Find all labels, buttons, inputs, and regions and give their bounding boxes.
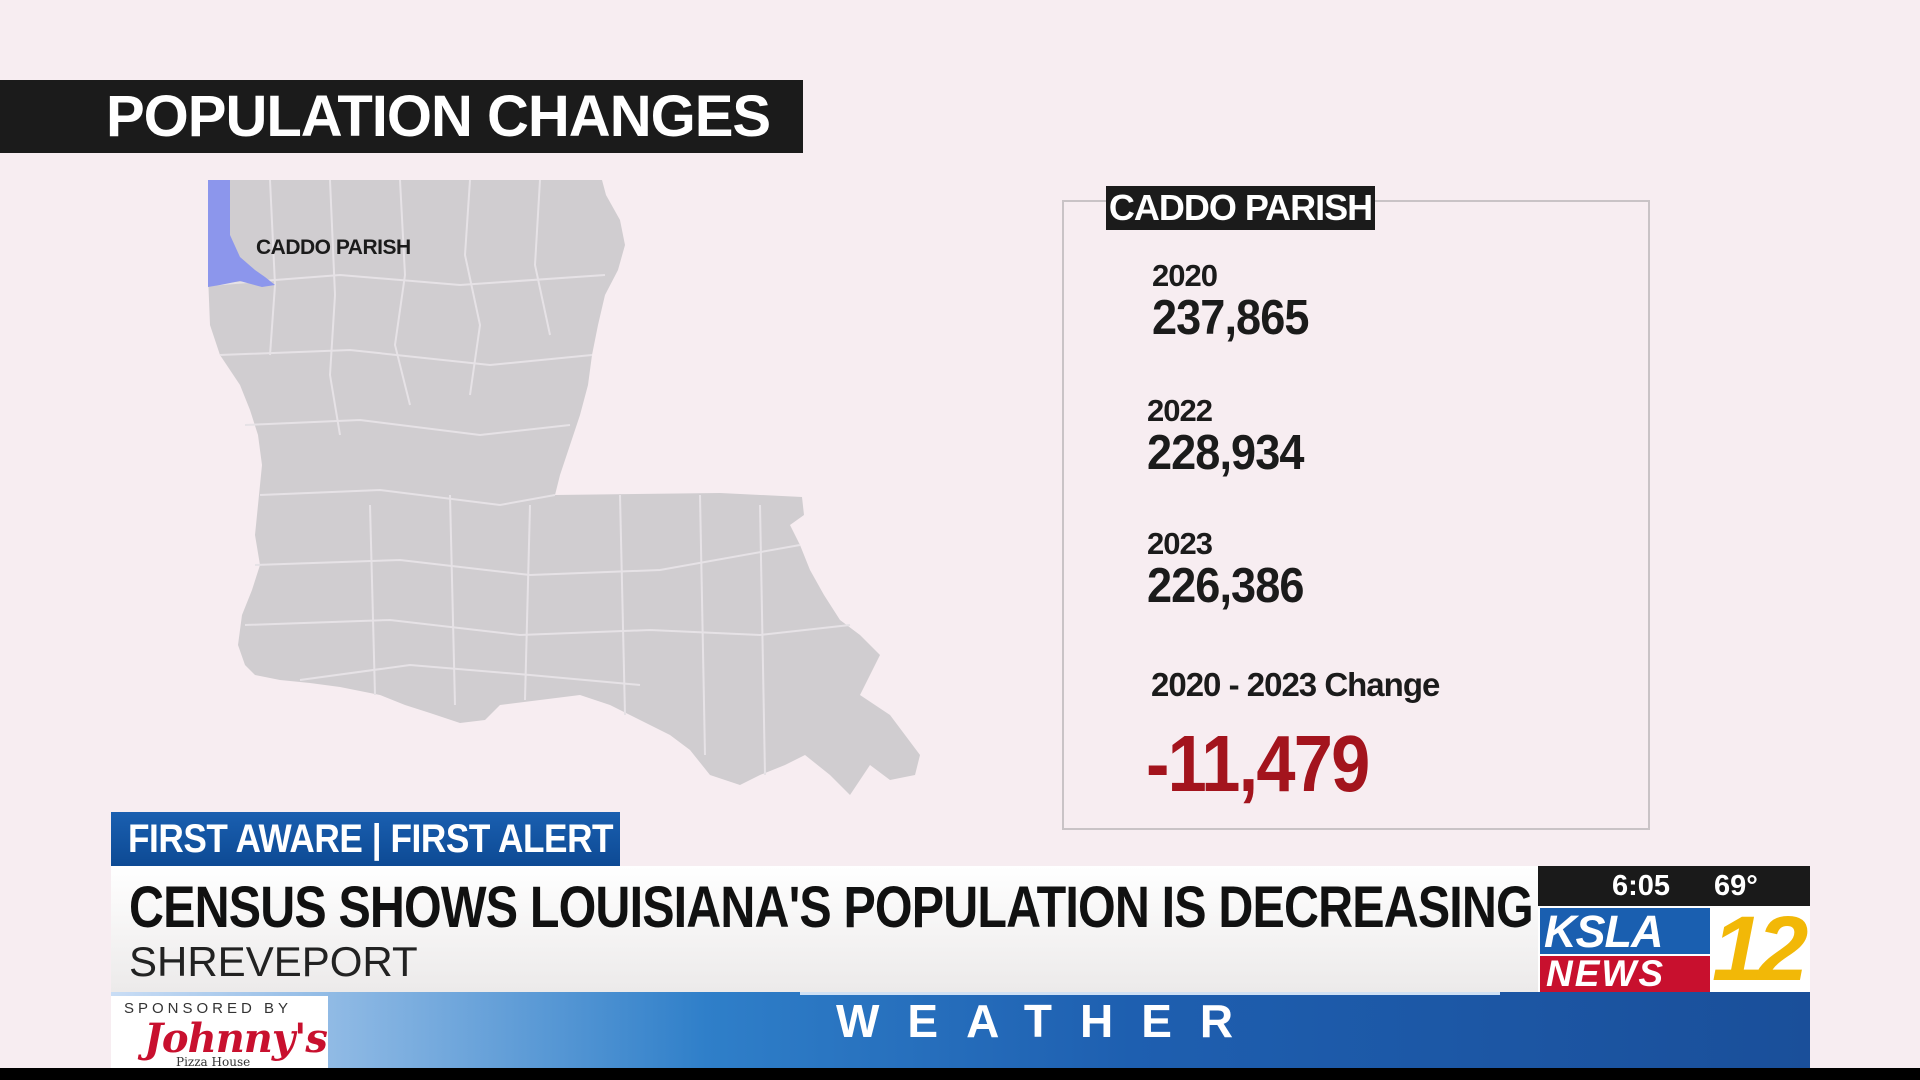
ticker-label-weather: WEATHER [836, 995, 1262, 1047]
change-value: -11,479 [1146, 719, 1370, 808]
headline: CENSUS SHOWS LOUISIANA'S POPULATION IS D… [129, 875, 1534, 940]
station-logo-ksla: KSLA [1540, 906, 1710, 957]
parish-boundaries [209, 179, 851, 776]
sponsor-logo: Johnny's [144, 1015, 328, 1062]
bottom-strip [0, 1068, 1920, 1080]
headline-box: CENSUS SHOWS LOUISIANA'S POPULATION IS D… [111, 866, 1539, 992]
title-banner: POPULATION CHANGES [0, 80, 803, 153]
logo-text-news: NEWS [1546, 953, 1665, 994]
change-label: 2020 - 2023 Change [1151, 666, 1440, 703]
ticker-divider [800, 992, 1500, 995]
stat-value-2020: 237,865 [1152, 291, 1309, 345]
alert-tag-text: FIRST AWARE | FIRST ALERT [128, 817, 614, 861]
page-title: POPULATION CHANGES [106, 84, 771, 149]
sponsored-by-label: SPONSORED BY [124, 1000, 293, 1017]
stat-year-2022: 2022 [1147, 393, 1213, 428]
caddo-parish-highlight [208, 180, 275, 287]
alert-tag: FIRST AWARE | FIRST ALERT [111, 812, 620, 866]
temperature-display: 69° [1714, 870, 1758, 902]
station-logo-news: NEWS [1540, 953, 1710, 994]
map-label-caddo-parish: CADDO PARISH [256, 236, 411, 259]
ticker-bar [111, 992, 1810, 1080]
state-shape [208, 180, 920, 795]
station-logo-number: 12 [1712, 898, 1808, 1000]
louisiana-map [208, 179, 920, 795]
logo-text-ksla: KSLA [1544, 906, 1663, 957]
stat-value-2022: 228,934 [1147, 426, 1304, 480]
stat-year-2023: 2023 [1147, 526, 1213, 561]
time-display: 6:05 [1612, 870, 1671, 902]
sponsor-logo-subtitle: Pizza House [176, 1055, 251, 1069]
panel-header: CADDO PARISH [1106, 186, 1375, 230]
stat-value-2023: 226,386 [1147, 559, 1304, 613]
location: SHREVEPORT [129, 938, 418, 985]
stat-year-2020: 2020 [1152, 258, 1218, 293]
sponsor-box [111, 996, 328, 1080]
